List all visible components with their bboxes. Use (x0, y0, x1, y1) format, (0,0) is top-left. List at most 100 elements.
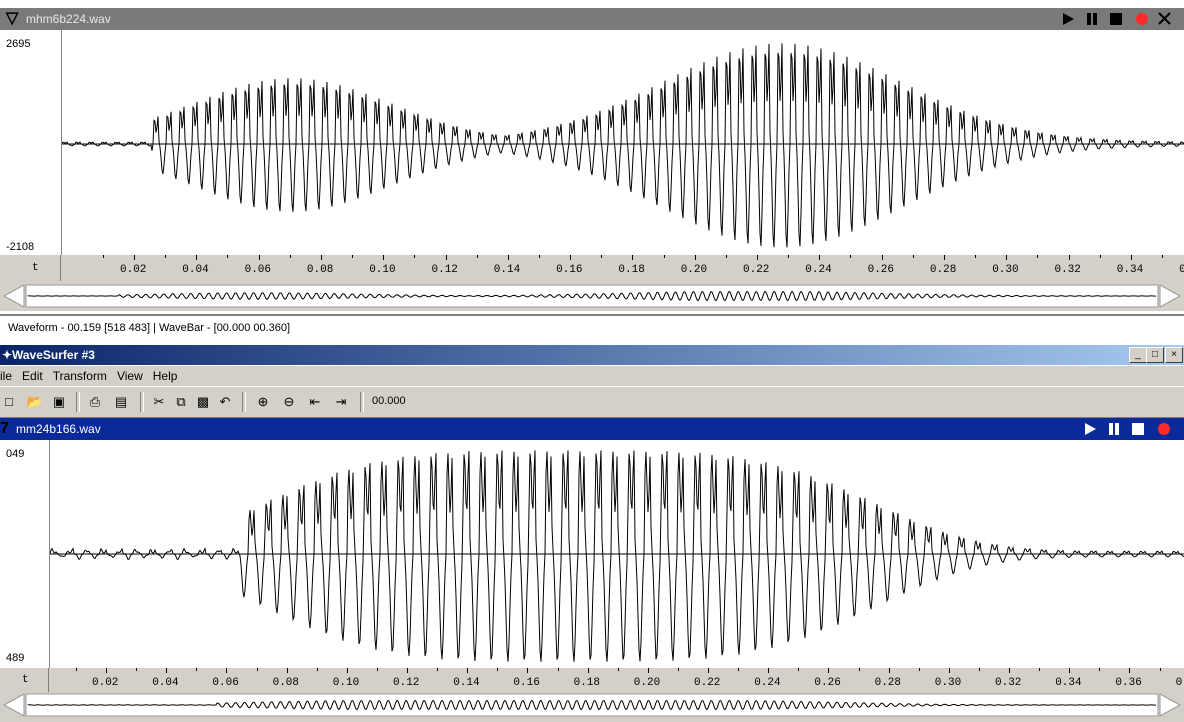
time-tick-minor (227, 255, 229, 258)
time-tick-label: 0.02 (120, 264, 147, 276)
time-tick-label: 0.04 (182, 264, 209, 276)
menu-file[interactable]: ile (0, 369, 13, 383)
time-tick-minor (165, 255, 167, 258)
time-tick-mark (527, 668, 529, 673)
time-tick-minor (601, 255, 603, 258)
zoom-fit-icon[interactable]: ⇤ (309, 394, 321, 409)
close-button[interactable]: × (1165, 347, 1183, 363)
time-tick-mark (1130, 255, 1132, 260)
time-tick-mark (320, 255, 322, 260)
menu-edit[interactable]: Edit (22, 369, 43, 383)
close-icon[interactable] (1158, 12, 1171, 25)
time-tick-mark (828, 668, 830, 673)
time-tick-minor (1161, 255, 1163, 258)
scroll-left-icon[interactable] (2, 284, 25, 308)
time-tick-minor (1037, 255, 1039, 258)
copy-icon[interactable]: ⧉ (176, 394, 186, 409)
pause-icon[interactable] (1109, 423, 1119, 435)
collapse-icon[interactable]: 7 (0, 420, 9, 437)
pane2-filename: mm24b166.wav (16, 422, 101, 436)
time-tick-mark (346, 668, 348, 673)
pane2-wavebar[interactable] (0, 692, 1184, 722)
time-tick-label: 0.10 (369, 264, 396, 276)
time-tick-mark (407, 668, 408, 673)
time-tick-minor (663, 255, 665, 258)
time-tick-mark (647, 668, 649, 673)
time-tick-minor (738, 668, 740, 671)
paste-icon[interactable]: ▩ (196, 394, 210, 409)
undo-icon[interactable]: ↶ (219, 394, 231, 409)
zoom-in-icon[interactable]: ⊕ (257, 394, 269, 409)
time-tick-mark (196, 255, 198, 260)
toolbar-separator (76, 392, 80, 412)
time-tick-minor (978, 668, 980, 671)
pause-icon[interactable] (1087, 13, 1097, 25)
time-tick-label: 0.10 (332, 677, 360, 689)
pane2-ruler-ticks: 0.02 0.04 0.06 0.08 0.10 0.12 0.14 0.16 0.18 0.20… (50, 668, 1184, 692)
stop-icon[interactable] (1110, 13, 1122, 25)
print-icon[interactable]: ⎙ (89, 394, 101, 409)
scroll-right-icon[interactable] (1159, 284, 1182, 308)
time-tick-label: 0.30 (934, 677, 962, 689)
time-tick-mark (570, 255, 572, 260)
play-icon[interactable] (1085, 423, 1096, 435)
stop-icon[interactable] (1132, 423, 1144, 435)
time-tick-mark (888, 668, 890, 673)
pane2-time-ruler: t 0.02 0.04 0.06 0.08 0.10 0.12 0.14 0.16 0.18 0.… (0, 668, 1184, 692)
record-icon[interactable] (1158, 423, 1170, 435)
menu-transform[interactable]: Transform (52, 369, 107, 383)
collapse-icon[interactable]: ▽ (6, 10, 19, 27)
time-tick-label: 0.08 (272, 677, 299, 689)
time-tick-minor (858, 668, 860, 671)
open-folder-icon[interactable]: 📂 (26, 394, 44, 409)
time-tick-mark (106, 668, 107, 673)
time-tick-label: 0.14 (453, 677, 480, 689)
time-tick-minor (850, 255, 852, 258)
time-tick-mark (708, 668, 709, 673)
pane1-ruler-divider (60, 255, 61, 281)
new-file-icon[interactable]: □ (5, 394, 13, 409)
pane1-time-ruler: t 0.02 0.04 0.06 0.08 0.10 0.12 0.14 0.16 0.18 0.… (0, 255, 1184, 281)
pane1-waveform-area[interactable]: 2695 -2108 (0, 30, 1184, 255)
menu-view[interactable]: View (116, 369, 143, 383)
save-icon[interactable]: ▣ (52, 394, 66, 409)
scroll-right-icon[interactable] (1159, 693, 1182, 717)
splitter[interactable] (0, 314, 1184, 316)
window-titlebar[interactable]: ✦ WaveSurfer #3 _ □ × (0, 345, 1184, 365)
scroll-left-icon[interactable] (2, 693, 25, 717)
pane2-ymax-label: 049 (6, 448, 25, 460)
time-tick-minor (289, 255, 291, 258)
pane1-transport (1063, 12, 1171, 25)
time-tick-minor (1099, 668, 1101, 671)
time-tick-mark (632, 255, 634, 260)
pane1-waveform (62, 43, 1184, 248)
time-tick-label: 0.16 (513, 677, 540, 689)
time-tick-minor (798, 668, 800, 671)
toolbar-separator (242, 392, 246, 412)
zoom-out-icon[interactable]: ⊖ (283, 394, 295, 409)
pane1-ruler-ticks: 0.02 0.04 0.06 0.08 0.10 0.12 0.14 0.16 0.18 0.20… (62, 255, 1184, 281)
pane1-titlebar: ▽ mhm6b224.wav (0, 8, 1184, 30)
time-tick-minor (557, 668, 559, 671)
play-icon[interactable] (1063, 13, 1074, 25)
maximize-button[interactable]: □ (1146, 347, 1164, 363)
time-tick-mark (768, 668, 770, 673)
zoom-selection-icon[interactable]: ⇥ (335, 394, 347, 409)
record-icon[interactable] (1136, 13, 1148, 25)
time-tick-label: 0.20 (680, 264, 708, 276)
time-tick-label: 0.04 (152, 677, 179, 689)
pane2-waveform-area[interactable]: 049 489 (0, 440, 1184, 668)
toolbar-separator (140, 392, 144, 412)
time-tick-mark (286, 668, 288, 673)
properties-icon[interactable]: ▤ (114, 394, 128, 409)
time-tick-label: 0.20 (633, 677, 661, 689)
pane2-axis-label: t (22, 674, 29, 686)
time-tick-minor (918, 668, 920, 671)
time-tick-minor (497, 668, 499, 671)
pane1-wavebar[interactable] (0, 281, 1184, 311)
menu-help[interactable]: Help (152, 369, 178, 383)
time-tick-minor (677, 668, 679, 671)
minimize-button[interactable]: _ (1129, 347, 1147, 363)
cut-icon[interactable]: ✂ (153, 394, 165, 409)
time-tick-mark (258, 255, 260, 260)
